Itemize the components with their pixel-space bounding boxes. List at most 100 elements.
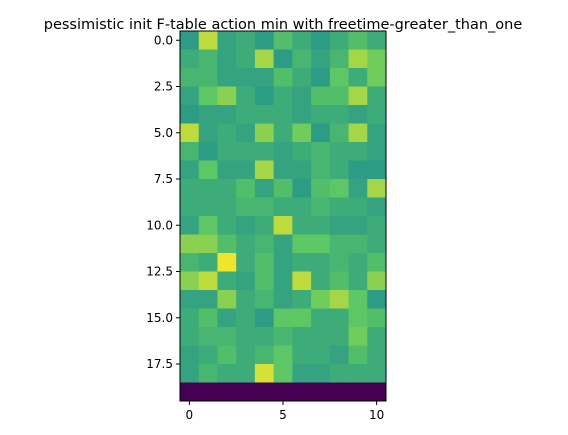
heatmap-cell (217, 123, 237, 143)
heatmap-cell (198, 290, 218, 309)
heatmap-cell (311, 123, 331, 143)
heatmap-cell (217, 216, 237, 235)
heatmap-cell (348, 31, 368, 50)
y-axis: 0.0 2.5 5.0 7.5 10.0 12.5 15.0 17.5 (146, 33, 180, 371)
heatmap-cell (367, 253, 387, 272)
heatmap-cell (254, 308, 275, 328)
heatmap-cell (348, 308, 368, 328)
heatmap-cell (254, 345, 275, 365)
heatmap-cell (180, 49, 200, 69)
heatmap-cell (217, 364, 237, 383)
heatmap-cell (180, 105, 200, 124)
heatmap-cells (180, 31, 387, 402)
chart-title: pessimistic init F-table action min with… (44, 17, 523, 33)
heatmap-cell (236, 160, 256, 180)
heatmap-cell (292, 290, 312, 309)
heatmap-cell (311, 364, 331, 383)
heatmap-cell (292, 364, 312, 383)
heatmap-cell (311, 179, 331, 198)
heatmap-cell (292, 253, 312, 272)
heatmap-cell (311, 253, 331, 272)
heatmap-cell (180, 234, 200, 254)
heatmap-cell (217, 253, 237, 272)
heatmap-cell (292, 382, 312, 402)
heatmap-cell (367, 123, 387, 143)
heatmap-cell (254, 31, 275, 50)
heatmap-cell (180, 216, 200, 235)
y-tick-label: 17.5 (146, 357, 173, 371)
heatmap-cell (273, 86, 293, 106)
heatmap-cell (254, 216, 275, 235)
heatmap-cell (217, 160, 237, 180)
y-tick-label: 7.5 (154, 172, 173, 186)
heatmap-cell (348, 216, 368, 235)
heatmap-cell (292, 197, 312, 217)
heatmap-cell (254, 142, 275, 161)
heatmap-cell (217, 327, 237, 346)
heatmap-cell (348, 382, 368, 402)
heatmap-cell (198, 105, 218, 124)
heatmap-cell (254, 160, 275, 180)
heatmap-cell (292, 86, 312, 106)
heatmap-cell (273, 364, 293, 383)
heatmap-cell (273, 327, 293, 346)
heatmap-cell (348, 68, 368, 87)
heatmap-cell (329, 86, 349, 106)
heatmap-cell (180, 308, 200, 328)
heatmap-cell (292, 271, 312, 291)
heatmap-cell (273, 345, 293, 365)
heatmap-cell (217, 86, 237, 106)
heatmap-cell (217, 271, 237, 291)
heatmap-cell (236, 345, 256, 365)
heatmap-cell (180, 68, 200, 87)
heatmap-cell (329, 364, 349, 383)
heatmap-cell (348, 271, 368, 291)
heatmap-cell (348, 234, 368, 254)
heatmap-cell (236, 271, 256, 291)
heatmap-cell (180, 31, 200, 50)
heatmap-cell (198, 382, 218, 402)
heatmap-cell (273, 105, 293, 124)
heatmap-cell (273, 123, 293, 143)
heatmap-cell (367, 290, 387, 309)
heatmap-cell (236, 234, 256, 254)
x-axis: 0 5 10 (186, 401, 384, 422)
heatmap-cell (236, 142, 256, 161)
heatmap-cell (311, 49, 331, 69)
heatmap-cell (292, 68, 312, 87)
heatmap-cell (180, 142, 200, 161)
heatmap-cell (273, 271, 293, 291)
x-tick-label: 10 (369, 408, 384, 422)
heatmap-cell (311, 290, 331, 309)
heatmap-cell (348, 86, 368, 106)
heatmap-cell (236, 327, 256, 346)
heatmap-cell (348, 290, 368, 309)
heatmap-cell (311, 327, 331, 346)
heatmap-cell (236, 216, 256, 235)
heatmap-cell (348, 179, 368, 198)
heatmap-cell (198, 364, 218, 383)
heatmap-cell (348, 345, 368, 365)
heatmap-cell (236, 123, 256, 143)
heatmap-cell (180, 290, 200, 309)
x-tick-label: 0 (186, 408, 194, 422)
heatmap-cell (311, 197, 331, 217)
heatmap-cell (367, 49, 387, 69)
heatmap-cell (236, 253, 256, 272)
heatmap-cell (367, 142, 387, 161)
heatmap-cell (217, 31, 237, 50)
heatmap-cell (254, 382, 275, 402)
heatmap-cell (367, 179, 387, 198)
heatmap-cell (348, 123, 368, 143)
heatmap-cell (198, 271, 218, 291)
heatmap-cell (367, 382, 387, 402)
heatmap-cell (367, 271, 387, 291)
heatmap-cell (236, 86, 256, 106)
heatmap-cell (329, 290, 349, 309)
heatmap-cell (329, 160, 349, 180)
heatmap-cell (236, 197, 256, 217)
x-tick-label: 5 (279, 408, 287, 422)
heatmap-cell (254, 364, 275, 383)
heatmap-cell (198, 86, 218, 106)
heatmap-cell (273, 216, 293, 235)
